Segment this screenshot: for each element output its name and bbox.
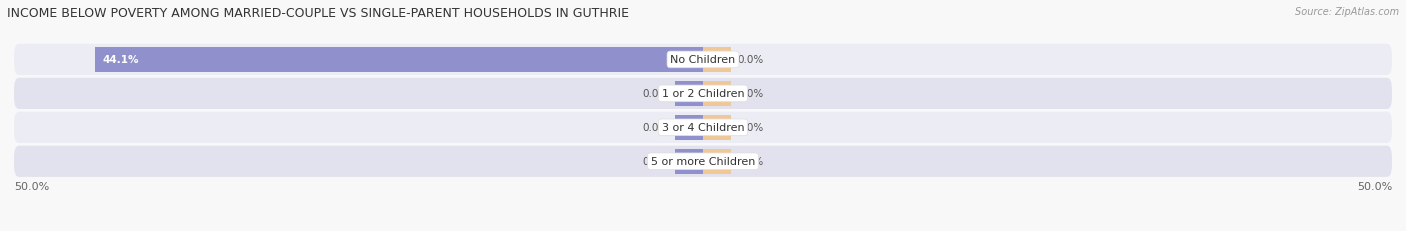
Bar [675, 149, 703, 174]
Text: 0.0%: 0.0% [738, 123, 763, 133]
FancyBboxPatch shape [14, 146, 1392, 177]
Text: 1 or 2 Children: 1 or 2 Children [662, 89, 744, 99]
Text: 0.0%: 0.0% [643, 157, 669, 167]
Bar [703, 116, 731, 140]
Bar [703, 48, 731, 72]
Text: INCOME BELOW POVERTY AMONG MARRIED-COUPLE VS SINGLE-PARENT HOUSEHOLDS IN GUTHRIE: INCOME BELOW POVERTY AMONG MARRIED-COUPL… [7, 7, 628, 20]
Text: 0.0%: 0.0% [643, 89, 669, 99]
Text: 44.1%: 44.1% [103, 55, 139, 65]
Bar [703, 82, 731, 106]
Bar [96, 48, 703, 72]
FancyBboxPatch shape [14, 45, 1392, 76]
Legend: Married Couples, Single Parents: Married Couples, Single Parents [595, 229, 811, 231]
Text: 0.0%: 0.0% [738, 55, 763, 65]
Text: Source: ZipAtlas.com: Source: ZipAtlas.com [1295, 7, 1399, 17]
Bar [703, 149, 731, 174]
Text: 3 or 4 Children: 3 or 4 Children [662, 123, 744, 133]
Text: 50.0%: 50.0% [1357, 181, 1392, 191]
FancyBboxPatch shape [14, 79, 1392, 109]
Text: 0.0%: 0.0% [738, 89, 763, 99]
Bar [675, 116, 703, 140]
Text: 50.0%: 50.0% [14, 181, 49, 191]
Bar [675, 82, 703, 106]
Text: No Children: No Children [671, 55, 735, 65]
FancyBboxPatch shape [14, 112, 1392, 143]
Text: 5 or more Children: 5 or more Children [651, 157, 755, 167]
Text: 0.0%: 0.0% [738, 157, 763, 167]
Text: 0.0%: 0.0% [643, 123, 669, 133]
